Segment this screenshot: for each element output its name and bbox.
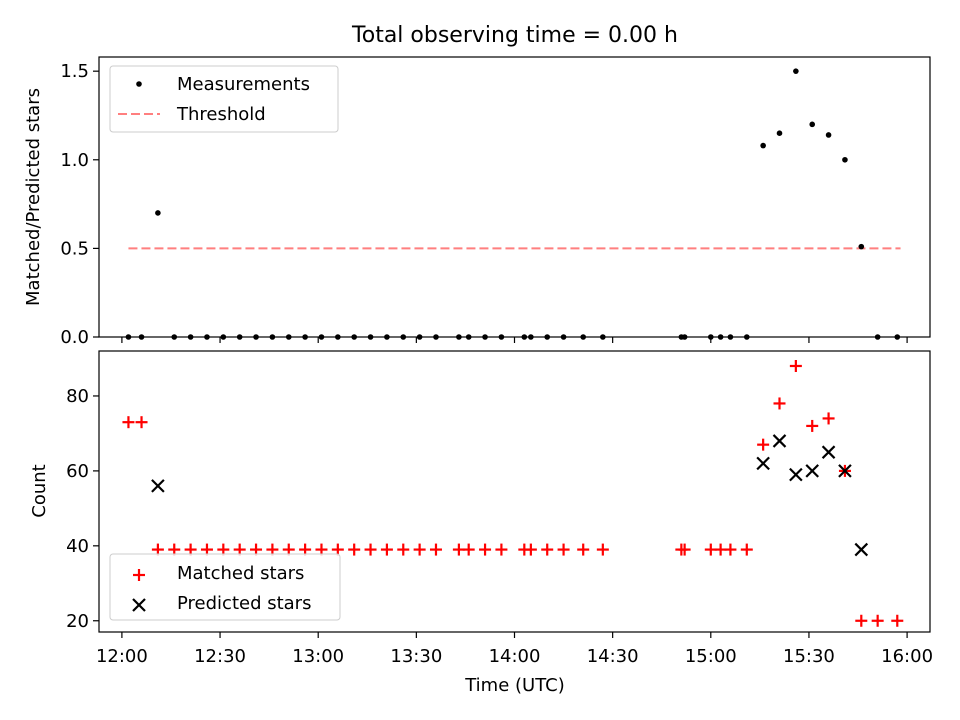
count-y-tick-label: 20	[66, 611, 89, 632]
count-y-tick-label: 80	[66, 386, 89, 407]
matched-stars-point	[479, 543, 492, 556]
ratio-x-axis	[121, 337, 908, 343]
ratio-y-tick-label: 0.5	[60, 238, 89, 259]
matched-stars-point	[541, 543, 554, 556]
ratio-y-tick-label: 0.0	[60, 327, 89, 348]
ratio-legend-box	[109, 65, 339, 133]
matched-stars-point	[495, 543, 508, 556]
legend-matched-marker	[133, 569, 145, 581]
ratio-y-axis-label: Matched/Predicted stars	[23, 88, 44, 306]
measurements-point	[809, 121, 816, 128]
predicted-stars-point	[789, 467, 803, 482]
legend-predicted-label: Predicted stars	[177, 593, 311, 614]
matched-stars-point	[789, 359, 802, 372]
count-x-tick-label: 16:00	[881, 646, 933, 667]
count-legend-box	[109, 553, 341, 621]
count-x-tick-label: 12:30	[194, 646, 246, 667]
count-x-tick-label: 14:00	[489, 646, 541, 667]
count-x-tick-label: 14:30	[587, 646, 639, 667]
legend-predicted-marker	[132, 598, 146, 612]
measurements-point	[776, 130, 783, 137]
count-legend: Matched stars Predicted stars	[109, 553, 341, 621]
matched-stars-point	[380, 543, 393, 556]
count-x-axis: 12:00 12:30 13:00 13:30 14:00 14:30 15:00 15:30…	[96, 632, 933, 667]
figure-title: Total observing time = 0.00 h	[351, 23, 678, 48]
measurements-point	[842, 156, 848, 163]
measurements-point	[825, 132, 832, 138]
matched-stars-point	[596, 543, 609, 556]
ratio-legend: Measurements Threshold	[109, 65, 339, 133]
legend-measurements-label: Measurements	[177, 74, 310, 95]
count-x-tick-label: 13:30	[390, 646, 442, 667]
count-y-axis: 20 40 60 80	[66, 386, 99, 632]
ratio-y-tick-label: 1.0	[60, 150, 89, 171]
count-x-tick-label: 15:30	[783, 646, 835, 667]
matched-stars-point	[773, 397, 786, 410]
matched-stars-point	[557, 543, 570, 556]
matched-stars-point	[348, 543, 361, 556]
count-x-axis-label: Time (UTC)	[464, 675, 565, 696]
matched-stars-point	[740, 543, 753, 556]
matched-stars-point	[577, 543, 590, 556]
predicted-stars-point	[151, 479, 165, 493]
ratio-y-axis: 0.0 0.5 1.0 1.5	[60, 61, 99, 348]
matched-stars-point	[757, 438, 770, 451]
predicted-stars-point	[805, 464, 819, 478]
predicted-stars-point	[756, 456, 770, 471]
matched-stars-point	[397, 543, 410, 556]
matched-stars-point	[806, 419, 819, 432]
count-x-tick-label: 15:00	[685, 646, 737, 667]
matched-stars-point	[855, 614, 868, 627]
matched-stars-point	[822, 412, 835, 425]
count-y-axis-label: Count	[29, 464, 50, 517]
matched-stars-point	[871, 614, 884, 627]
measurements-point	[858, 243, 865, 250]
measurements-point	[155, 210, 161, 216]
matched-stars-point	[364, 543, 377, 556]
count-y-tick-label: 60	[66, 461, 89, 482]
matched-stars-point	[891, 614, 904, 627]
predicted-stars-point	[854, 542, 869, 557]
matched-stars-point	[462, 543, 475, 556]
matched-stars-point	[724, 543, 737, 556]
count-x-tick-label: 12:00	[96, 646, 148, 667]
count-y-tick-label: 40	[66, 536, 89, 557]
ratio-y-tick-label: 1.5	[60, 61, 89, 82]
legend-matched-label: Matched stars	[177, 563, 304, 584]
ratio-panel: 0.0 0.5 1.0 1.5 Matched/Predicted stars Mea…	[23, 56, 931, 348]
predicted-stars-point	[772, 434, 787, 448]
matched-stars-point	[678, 543, 691, 556]
matched-stars-point	[122, 416, 135, 429]
predicted-stars-point	[838, 464, 852, 478]
legend-threshold-label: Threshold	[176, 104, 266, 125]
measurements-point	[760, 142, 766, 149]
matched-stars-point	[413, 543, 426, 556]
predicted-stars-point	[821, 445, 836, 459]
count-x-tick-label: 13:00	[292, 646, 344, 667]
matched-stars-point	[524, 543, 537, 556]
matched-stars-point	[135, 416, 148, 429]
matched-stars-point	[429, 543, 442, 556]
legend-measurements-marker	[136, 81, 142, 87]
measurements-point	[793, 68, 799, 74]
